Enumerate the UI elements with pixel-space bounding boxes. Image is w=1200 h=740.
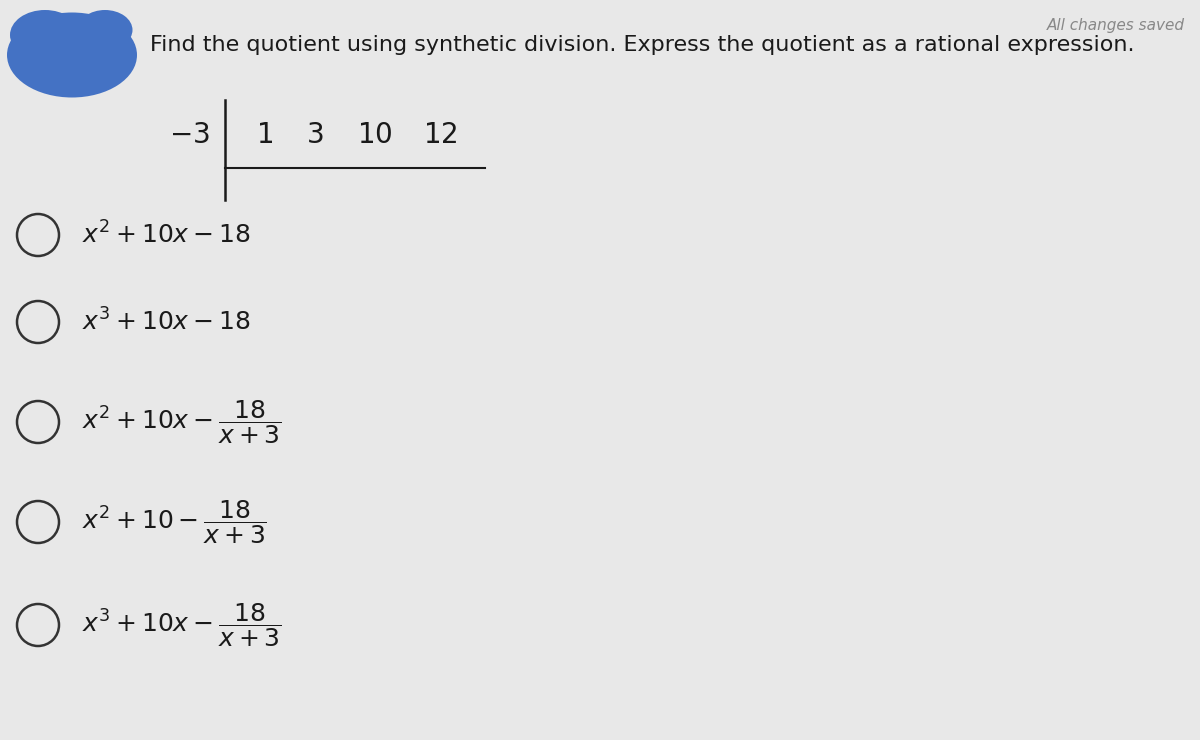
Text: $x^3 + 10x - \dfrac{18}{x+3}$: $x^3 + 10x - \dfrac{18}{x+3}$ xyxy=(82,601,282,649)
Ellipse shape xyxy=(10,10,80,60)
Text: $-3$: $-3$ xyxy=(169,121,210,149)
Text: $10$: $10$ xyxy=(358,121,392,149)
Text: $x^2 + 10x - \dfrac{18}{x+3}$: $x^2 + 10x - \dfrac{18}{x+3}$ xyxy=(82,398,282,446)
Text: Find the quotient using synthetic division. Express the quotient as a rational e: Find the quotient using synthetic divisi… xyxy=(150,35,1134,55)
Text: All changes saved: All changes saved xyxy=(1046,18,1186,33)
Ellipse shape xyxy=(78,10,132,50)
Text: $3$: $3$ xyxy=(306,121,324,149)
Text: $x^2 + 10x - 18$: $x^2 + 10x - 18$ xyxy=(82,221,251,249)
Text: $12$: $12$ xyxy=(422,121,457,149)
Text: $x^3 + 10x - 18$: $x^3 + 10x - 18$ xyxy=(82,309,251,336)
Ellipse shape xyxy=(7,13,137,98)
Text: $x^2 + 10 - \dfrac{18}{x+3}$: $x^2 + 10 - \dfrac{18}{x+3}$ xyxy=(82,498,266,546)
Text: $1$: $1$ xyxy=(257,121,274,149)
